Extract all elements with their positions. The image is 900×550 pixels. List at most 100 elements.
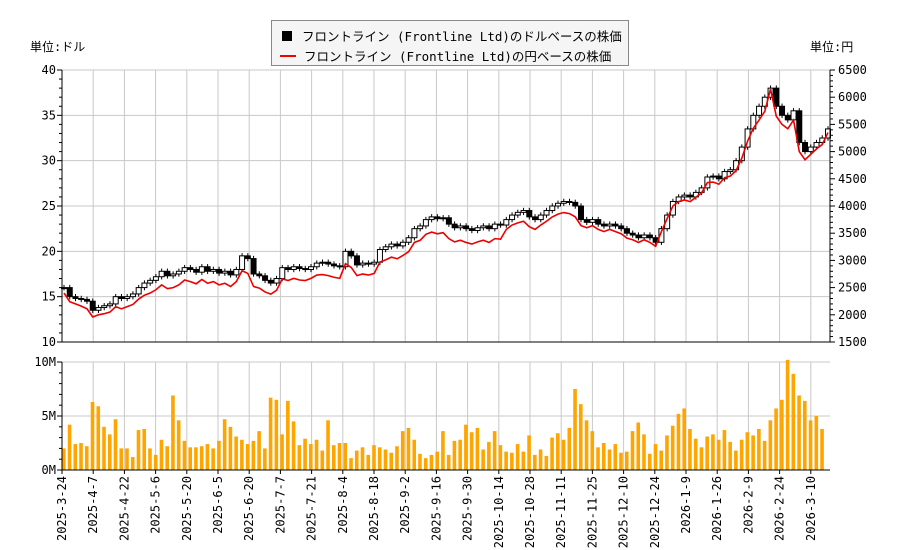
left-unit-label: 単位:ドル	[30, 40, 86, 54]
volume-bar	[372, 445, 376, 470]
candle	[440, 217, 447, 220]
x-tick-label: 2025-6-5	[211, 476, 225, 534]
volume-bar	[808, 420, 813, 470]
candle	[285, 267, 292, 270]
volume-bar	[682, 408, 686, 470]
candle	[807, 146, 814, 153]
right-unit-label: 単位:円	[810, 40, 854, 54]
candle	[135, 287, 142, 295]
volume-bar	[125, 448, 129, 470]
volume-bar	[607, 449, 612, 470]
volume-bar	[383, 449, 388, 470]
candle	[497, 223, 504, 226]
candle	[784, 114, 791, 121]
candle	[164, 270, 171, 277]
volume-bar	[268, 397, 273, 470]
y-right-tick-label: 3500	[838, 226, 867, 240]
volume-bar	[590, 431, 595, 470]
volume-bar	[820, 428, 824, 470]
volume-bar	[360, 447, 365, 470]
volume-bar	[538, 449, 543, 470]
volume-bar	[205, 444, 210, 470]
candle	[239, 255, 246, 270]
candle	[187, 267, 194, 270]
volume-bar	[326, 420, 330, 470]
volume-bar	[705, 436, 709, 470]
y-left-tick-label: 10	[42, 335, 56, 349]
candle	[141, 282, 148, 289]
y-right-tick-label: 6500	[838, 63, 867, 77]
candle	[463, 225, 470, 230]
x-tick-label: 2026-1-26	[710, 476, 724, 541]
candle	[738, 146, 745, 162]
candle	[509, 214, 516, 221]
volume-bar	[452, 440, 457, 470]
y-right-tick-label: 4000	[838, 199, 867, 213]
volume-bar	[84, 446, 89, 470]
candle	[181, 267, 188, 272]
volume-bar	[814, 416, 819, 470]
volume-bar	[274, 399, 279, 470]
candle	[549, 205, 556, 212]
volume-bar	[217, 440, 221, 470]
candle	[204, 266, 211, 272]
candle	[279, 267, 286, 280]
candle	[681, 194, 688, 198]
y-left-tick-label: 15	[42, 290, 56, 304]
volume-bar	[245, 444, 250, 470]
candle	[233, 268, 240, 276]
volume-bar	[716, 439, 721, 470]
candle	[727, 169, 734, 173]
volume-bar	[728, 441, 732, 470]
y-right-tick-label: 3000	[838, 253, 867, 267]
volume-bar	[73, 444, 78, 470]
volume-bar	[148, 448, 152, 470]
candle	[244, 255, 251, 260]
candle	[72, 296, 79, 299]
volume-tick-label: 0M	[42, 463, 56, 477]
volume-bar	[435, 451, 439, 470]
y-left-tick-label: 25	[42, 199, 56, 213]
legend-square-icon	[282, 30, 292, 41]
candle	[790, 110, 797, 121]
volume-bar	[395, 446, 399, 470]
candle	[491, 223, 498, 230]
candle	[325, 261, 332, 265]
x-tick-label: 2026-3-10	[804, 476, 818, 541]
candle	[175, 270, 182, 275]
volume-bar	[561, 439, 566, 470]
x-tick-label: 2025-8-18	[367, 476, 381, 541]
candle	[796, 110, 803, 144]
volume-bar	[469, 432, 474, 470]
legend-line-icon	[280, 54, 296, 57]
y-left-tick-label: 35	[42, 108, 56, 122]
candle	[687, 194, 694, 198]
candle	[296, 266, 303, 270]
legend-item-usd: フロントライン (Frontline Ltd)のドルベースの株価	[280, 26, 622, 45]
candle	[66, 287, 73, 298]
y-right-tick-label: 6000	[838, 90, 867, 104]
volume-bar	[688, 428, 692, 470]
volume-bar	[331, 445, 336, 470]
x-tick-label: 2026-1-9	[679, 476, 693, 534]
volume-bar	[280, 434, 284, 470]
candle	[595, 219, 602, 225]
candle	[646, 234, 653, 239]
volume-bar	[211, 448, 215, 470]
volume-tick-label: 5M	[42, 409, 56, 423]
volume-bar	[320, 450, 325, 470]
candle	[170, 273, 177, 277]
volume-bar	[533, 454, 537, 470]
candle	[606, 223, 613, 227]
x-tick-label: 2025-4-22	[117, 476, 131, 541]
volume-bar	[429, 454, 434, 470]
candle	[572, 201, 579, 207]
candle	[555, 202, 562, 207]
candle	[779, 105, 786, 116]
volume-bar	[751, 435, 755, 470]
volume-bar	[441, 431, 445, 470]
volume-bar	[62, 448, 66, 470]
candle	[158, 270, 165, 278]
volume-bar	[234, 436, 238, 470]
